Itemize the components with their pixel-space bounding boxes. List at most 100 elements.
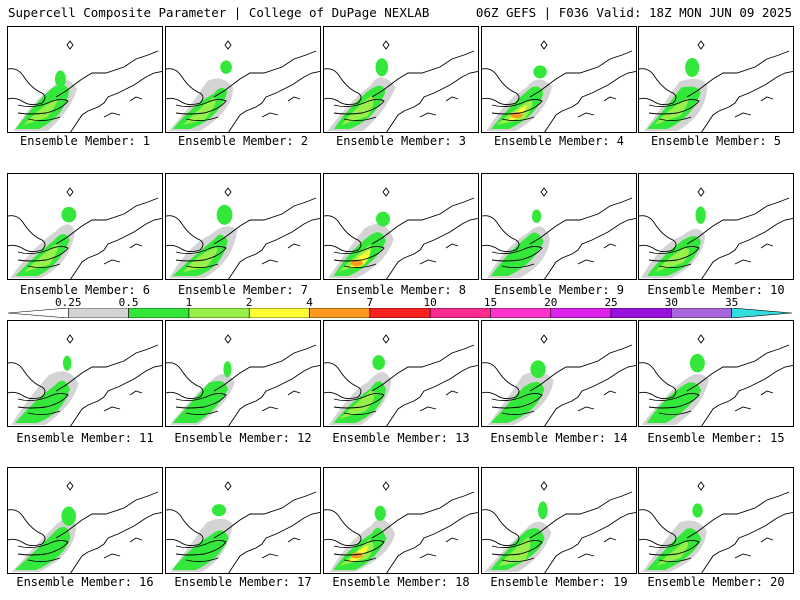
- island-outline: [66, 187, 74, 197]
- colorbar-segment: [128, 308, 190, 318]
- member-map: [482, 187, 636, 279]
- member-map: [639, 334, 793, 426]
- member-map: [166, 481, 320, 573]
- member-map-panel: [638, 320, 794, 427]
- member-map-panel: [638, 26, 794, 133]
- member-map-panel: [7, 173, 163, 280]
- member-map: [166, 334, 320, 426]
- member-map: [482, 40, 636, 132]
- colorbar-segment: [550, 308, 612, 318]
- member-map: [166, 40, 320, 132]
- member-map-panel: [7, 26, 163, 133]
- coastline-lines: [639, 481, 793, 573]
- coastline-lines: [166, 40, 320, 132]
- coastline-lines: [166, 187, 320, 279]
- member-caption: Ensemble Member: 10: [647, 283, 785, 297]
- scp-contours: [329, 505, 396, 572]
- member-caption: Ensemble Member: 13: [332, 431, 470, 445]
- island-outline: [224, 334, 232, 344]
- coastline-lines: [639, 334, 793, 426]
- colorbar-segment: [490, 308, 552, 318]
- scp-contours: [641, 353, 710, 425]
- island-outline: [697, 481, 705, 491]
- colorbar-tick-label: 20: [544, 296, 558, 309]
- member-map-panel: [638, 467, 794, 574]
- member-caption: Ensemble Member: 5: [650, 134, 782, 148]
- member-caption: Ensemble Member: 2: [177, 134, 309, 148]
- island-outline: [224, 187, 232, 197]
- member-map-panel: [481, 320, 637, 427]
- island-outline: [66, 334, 74, 344]
- member-map-panel: [481, 467, 637, 574]
- island-outline: [224, 40, 232, 50]
- member-map: [324, 334, 478, 426]
- member-caption: Ensemble Member: 6: [19, 283, 151, 297]
- island-outline: [382, 481, 390, 491]
- member-map-panel: [481, 173, 637, 280]
- coastline-lines: [324, 481, 478, 573]
- island-outline: [697, 187, 705, 197]
- coastline-lines: [482, 40, 636, 132]
- member-map: [324, 187, 478, 279]
- member-map: [8, 334, 162, 426]
- colorbar-segment: [731, 308, 792, 318]
- scp-contours: [487, 360, 554, 425]
- member-map: [8, 187, 162, 279]
- coastline-lines: [639, 187, 793, 279]
- member-map: [639, 187, 793, 279]
- member-map: [482, 481, 636, 573]
- scp-contours: [11, 506, 77, 572]
- coastline-lines: [639, 40, 793, 132]
- member-caption: Ensemble Member: 20: [647, 575, 785, 589]
- island-outline: [382, 40, 390, 50]
- island-outline: [540, 481, 548, 491]
- member-caption: Ensemble Member: 18: [332, 575, 470, 589]
- member-map: [639, 40, 793, 132]
- member-map-panel: [323, 320, 479, 427]
- island-outline: [66, 40, 74, 50]
- colorbar-segment: [248, 308, 310, 318]
- colorbar: [8, 308, 792, 318]
- island-outline: [540, 187, 548, 197]
- island-outline: [224, 481, 232, 491]
- colorbar-segment: [309, 308, 371, 318]
- coastline-lines: [324, 187, 478, 279]
- member-caption: Ensemble Member: 12: [174, 431, 312, 445]
- coastline-lines: [482, 334, 636, 426]
- member-map-panel: [638, 173, 794, 280]
- member-map-panel: [323, 173, 479, 280]
- colorbar-segment: [68, 308, 129, 318]
- member-map-panel: [165, 320, 321, 427]
- member-caption: Ensemble Member: 19: [490, 575, 628, 589]
- member-map: [639, 481, 793, 573]
- coastline-lines: [324, 40, 478, 132]
- coastline-lines: [8, 481, 162, 573]
- island-outline: [540, 40, 548, 50]
- member-map-panel: [165, 467, 321, 574]
- colorbar-tick-label: 15: [483, 296, 498, 309]
- island-outline: [382, 187, 390, 197]
- coastline-lines: [8, 334, 162, 426]
- member-caption: Ensemble Member: 14: [490, 431, 628, 445]
- scp-contours: [169, 361, 235, 425]
- scp-contours: [642, 503, 707, 572]
- colorbar-tick-label: 2: [245, 296, 253, 309]
- colorbar-min-triangle: [8, 308, 69, 318]
- member-map: [8, 481, 162, 573]
- island-outline: [697, 40, 705, 50]
- colorbar-tick-label: 30: [664, 296, 678, 309]
- coastline-lines: [482, 481, 636, 573]
- island-outline: [66, 481, 74, 491]
- member-map-panel: [165, 173, 321, 280]
- colorbar-segment: [671, 308, 732, 318]
- coastline-lines: [8, 187, 162, 279]
- coastline-lines: [8, 40, 162, 132]
- member-map-panel: [323, 26, 479, 133]
- member-caption: Ensemble Member: 16: [16, 575, 154, 589]
- member-map-panel: [7, 320, 163, 427]
- island-outline: [382, 334, 390, 344]
- coastline-lines: [166, 334, 320, 426]
- member-map: [324, 40, 478, 132]
- member-caption: Ensemble Member: 11: [16, 431, 154, 445]
- member-caption: Ensemble Member: 9: [493, 283, 625, 297]
